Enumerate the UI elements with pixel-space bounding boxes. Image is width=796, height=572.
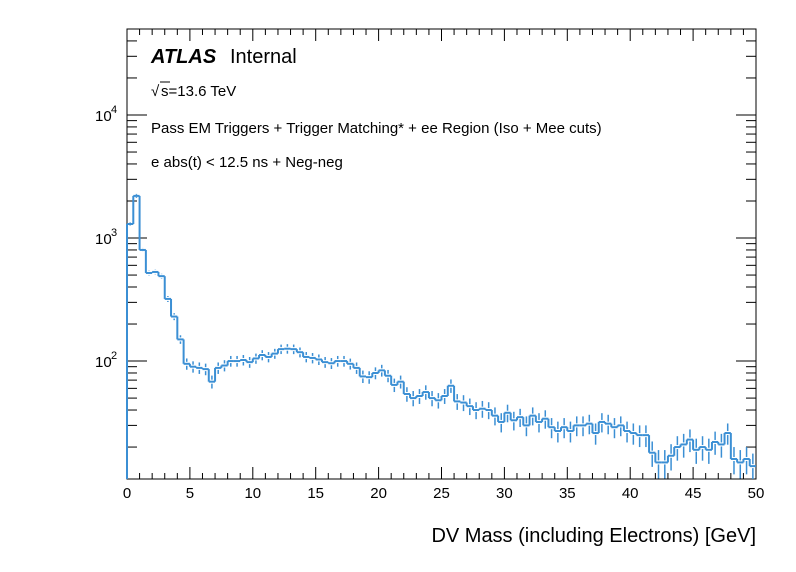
x-tick-label: 5 (186, 485, 194, 502)
y-tick-exponent: 4 (111, 104, 117, 116)
x-tick-label: 20 (370, 485, 387, 502)
x-tick-label: 30 (496, 485, 513, 502)
y-tick-exponent: 2 (111, 350, 117, 362)
y-tick-label: 10 (95, 231, 112, 248)
energy-label: s=13.6 TeV (161, 83, 236, 100)
x-tick-label: 40 (622, 485, 639, 502)
cuts-label: e abs(t) < 12.5 ns + Neg-neg (151, 154, 343, 171)
sqrt-sign: √ (151, 83, 160, 100)
x-axis-ticks: 0 5 10 15 20 25 30 35 40 45 50 (123, 29, 765, 502)
y-tick-label: 10 (95, 354, 112, 371)
x-tick-label: 50 (748, 485, 765, 502)
y-tick-exponent: 3 (111, 227, 117, 239)
x-tick-label: 10 (244, 485, 261, 502)
x-tick-label: 45 (685, 485, 702, 502)
x-tick-label: 35 (559, 485, 576, 502)
y-tick-label: 10 (95, 108, 112, 125)
x-axis-label: DV Mass (including Electrons) [GeV] (431, 525, 756, 547)
internal-label: Internal (230, 46, 297, 68)
x-tick-label: 0 (123, 485, 131, 502)
histogram-series (126, 193, 756, 479)
selection-label: Pass EM Triggers + Trigger Matching* + e… (151, 120, 602, 137)
atlas-label: ATLAS (150, 46, 217, 68)
x-tick-label: 25 (433, 485, 450, 502)
x-tick-label: 15 (307, 485, 324, 502)
